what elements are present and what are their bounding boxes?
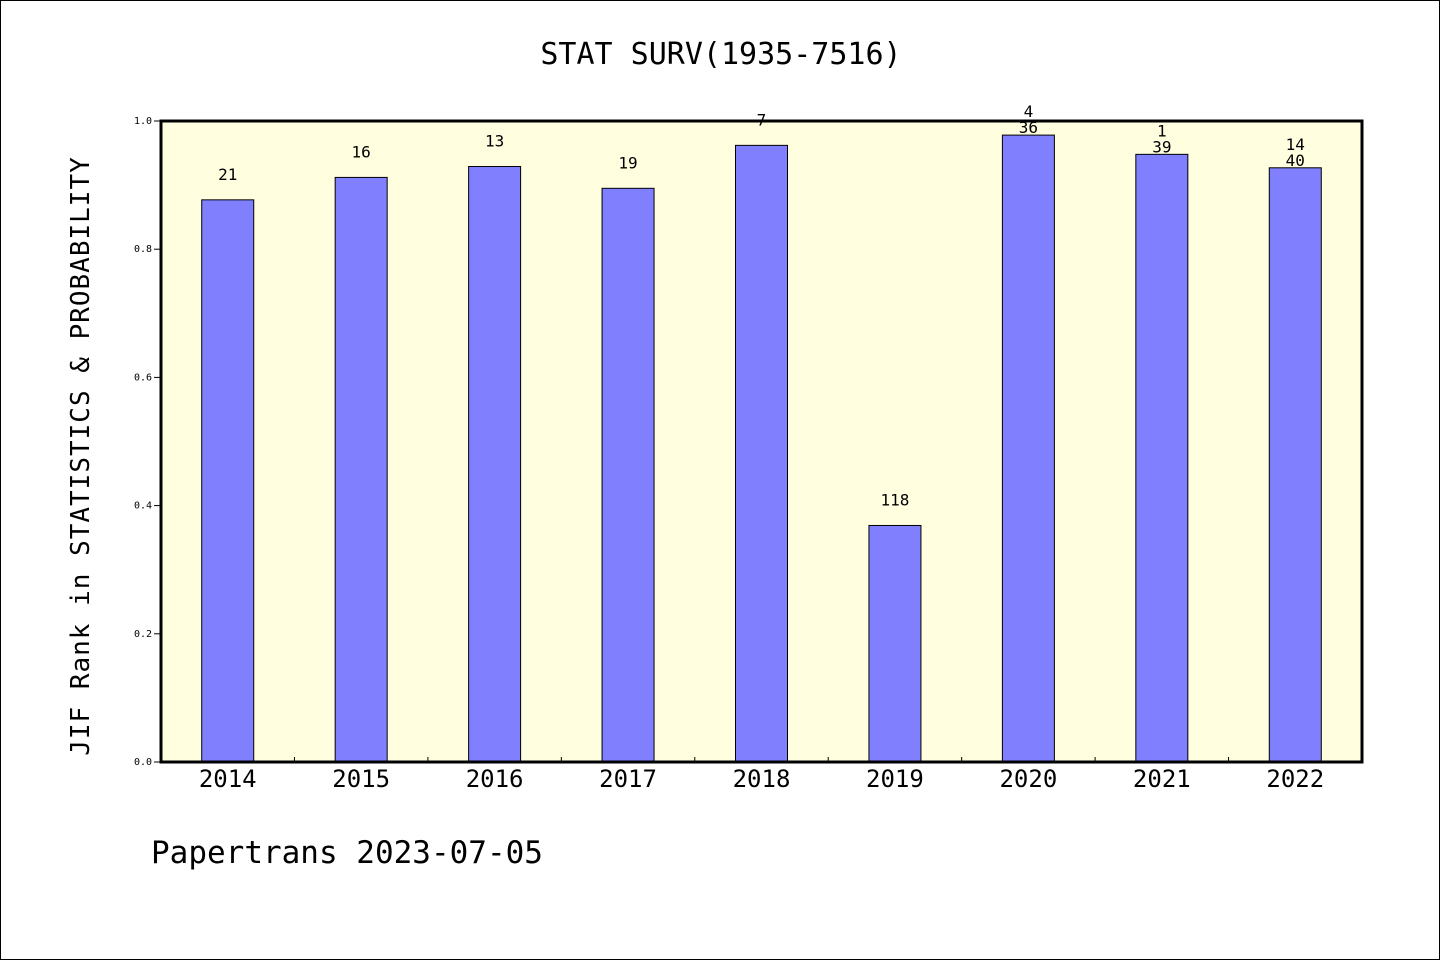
x-tick-label: 2019 <box>866 765 924 793</box>
bar <box>868 524 922 763</box>
bar-rank-label: 16 <box>352 142 371 161</box>
x-tick-label: 2016 <box>466 765 524 793</box>
bar-rank-label: 36 <box>1019 118 1038 137</box>
x-tick-label: 2018 <box>733 765 791 793</box>
bar <box>334 176 388 763</box>
bar <box>735 144 788 763</box>
bar <box>1268 167 1322 763</box>
footer-credit: Papertrans 2023-07-05 <box>151 835 543 871</box>
bar-rank-label: 19 <box>618 153 637 172</box>
bar <box>1001 134 1055 763</box>
y-tick-label: 0.0 <box>134 757 152 768</box>
bar-extra-label: 1 <box>1157 121 1167 140</box>
y-tick-label: 0.2 <box>134 629 152 640</box>
bar <box>468 166 522 763</box>
bar-extra-label: 4 <box>1024 102 1034 121</box>
bar-extra-label: 14 <box>1286 135 1305 154</box>
y-tick-label: 0.4 <box>134 501 152 512</box>
bar-rank-label: 21 <box>218 165 237 184</box>
y-tick-label: 0.6 <box>134 372 152 383</box>
x-tick-label: 2022 <box>1266 765 1324 793</box>
bar-rank-label: 13 <box>485 132 504 151</box>
x-tick-label: 2020 <box>999 765 1057 793</box>
x-tick-label: 2014 <box>199 765 257 793</box>
bar-rank-label: 40 <box>1286 151 1305 170</box>
y-tick-label: 0.8 <box>134 244 152 255</box>
bar-rank-label: 118 <box>880 490 909 509</box>
plot-border <box>159 119 1364 764</box>
x-tick-label: 2021 <box>1133 765 1191 793</box>
x-tick-label: 2015 <box>332 765 390 793</box>
bar <box>201 199 255 763</box>
chart-title: STAT SURV(1935-7516) <box>540 37 902 72</box>
y-tick-label: 1.0 <box>134 116 152 127</box>
bar <box>1135 153 1189 763</box>
bar <box>601 187 655 763</box>
bar-rank-label: 39 <box>1152 137 1171 156</box>
x-tick-label: 2017 <box>599 765 657 793</box>
